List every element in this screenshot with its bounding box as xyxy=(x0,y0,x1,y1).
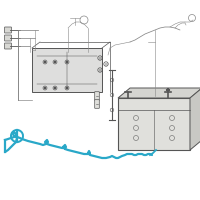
Circle shape xyxy=(54,61,56,63)
Circle shape xyxy=(44,87,46,89)
Circle shape xyxy=(44,61,46,63)
Circle shape xyxy=(54,87,56,89)
FancyBboxPatch shape xyxy=(118,98,190,150)
Polygon shape xyxy=(190,88,200,150)
Polygon shape xyxy=(118,88,200,98)
FancyBboxPatch shape xyxy=(4,35,12,41)
FancyBboxPatch shape xyxy=(32,48,102,92)
Circle shape xyxy=(66,61,68,63)
FancyBboxPatch shape xyxy=(4,27,12,33)
FancyBboxPatch shape xyxy=(4,43,12,49)
FancyBboxPatch shape xyxy=(95,92,99,100)
FancyBboxPatch shape xyxy=(95,100,99,108)
Circle shape xyxy=(66,87,68,89)
